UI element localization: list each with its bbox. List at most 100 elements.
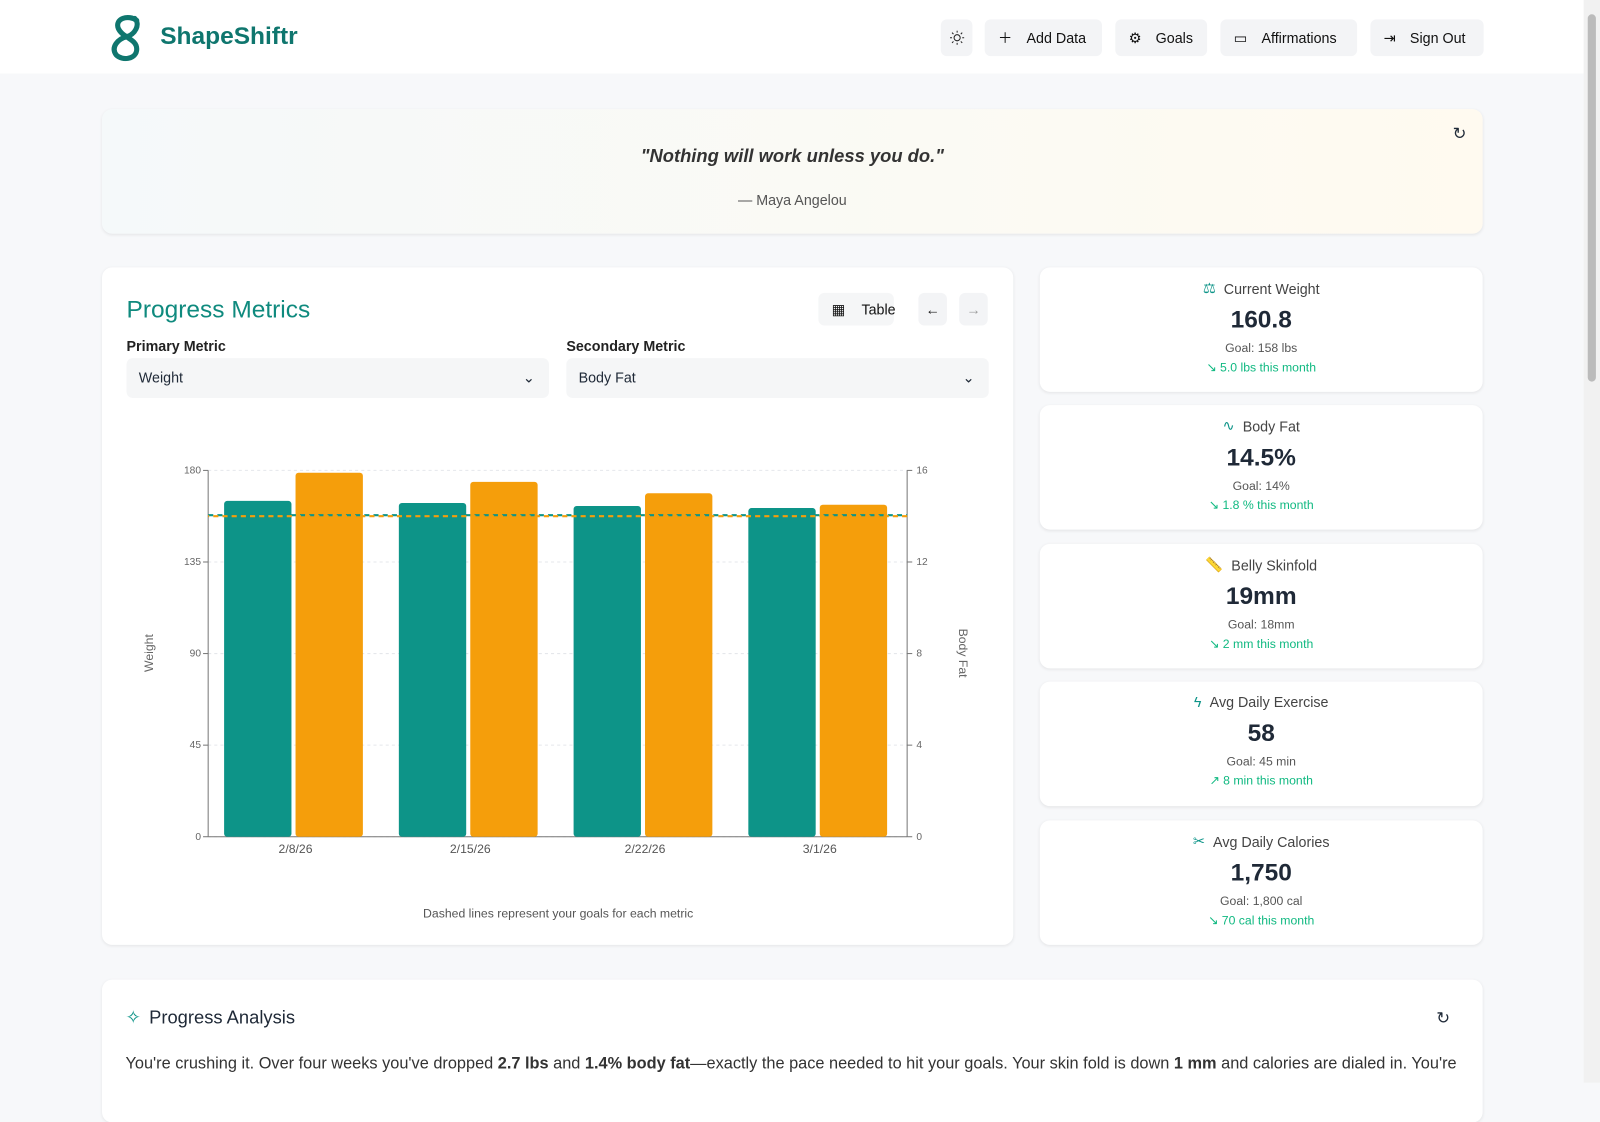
stat-goal: Goal: 1,800 cal (1220, 893, 1303, 909)
app: ShapeShiftr ＋ Add Data ⚙ Goals ▭ Affirmatio… (0, 0, 1600, 1083)
stat-card: 📏 Belly Skinfold 19mm Goal: 18mm ↘ 2 mm this… (1039, 543, 1483, 669)
trend-icon: ↘ (1208, 913, 1222, 928)
button-label: Goals (1155, 29, 1193, 46)
next-button[interactable]: → (959, 292, 988, 326)
prev-button[interactable]: ← (918, 292, 947, 326)
analysis-text: You're crushing it. Over four weeks you'… (126, 1055, 1463, 1073)
stat-icon: ∿ (1222, 417, 1235, 434)
stat-goal: Goal: 45 min (1226, 754, 1296, 769)
bar (573, 506, 641, 837)
add-data-button[interactable]: ＋ Add Data (984, 19, 1103, 57)
trend-icon: ↘ (1206, 360, 1221, 375)
select-value: Weight (138, 369, 183, 386)
stat-card: ϟ Avg Daily Exercise 58 Goal: 45 min ↗ 8 min… (1039, 681, 1483, 807)
change-text: 8 min this month (1223, 773, 1313, 788)
stat-label: Avg Daily Calories (1213, 833, 1330, 850)
button-label: Add Data (1026, 29, 1087, 46)
analysis-segment: 1.4% body fat (584, 1055, 691, 1073)
stat-value: 14.5% (1226, 443, 1296, 472)
theme-button[interactable] (940, 19, 973, 57)
bar (645, 493, 713, 837)
sign-out-button[interactable]: ⇥ Sign Out (1370, 19, 1484, 57)
select-value: Body Fat (578, 369, 636, 386)
stat-change: ↘ 2 mm this month (1040, 637, 1483, 651)
stat-title: ∿ Body Fat (1040, 417, 1483, 434)
analysis-segment: 1 mm (1173, 1055, 1217, 1073)
bar (398, 502, 467, 837)
button-label: Sign Out (1409, 29, 1466, 46)
change-text: 2 mm this month (1222, 636, 1314, 652)
stat-goal: Goal: 18mm (1227, 617, 1295, 632)
stat-value: 160.8 (1230, 306, 1292, 334)
stat-value: 58 (1247, 719, 1275, 747)
stat-goal: Goal: 158 lbs (1225, 340, 1298, 356)
y2-tick-label: 8 (916, 649, 922, 660)
x-tick-label: 3/1/26 (803, 842, 837, 856)
quote-text: "Nothing will work unless you do." (640, 145, 944, 167)
brand: ShapeShiftr (160, 22, 298, 50)
y-tick-label: 45 (190, 740, 202, 751)
chart: 0 45 90 135 180 0 4 8 12 16 Weight Body Fat 2/8/26 2/… (142, 465, 970, 856)
trend-icon: ↗ (1209, 773, 1224, 788)
stat-title: ⚖ Current Weight (1040, 280, 1483, 297)
bar (470, 481, 538, 837)
refresh-analysis[interactable]: ↻ (1436, 1010, 1450, 1028)
stat-title: ✂ Avg Daily Calories (1040, 833, 1483, 850)
stat-card: ⚖ Current Weight 160.8 Goal: 158 lbs ↘ 5.0 l… (1039, 267, 1483, 392)
affirmations-button[interactable]: ▭ Affirmations (1220, 19, 1358, 57)
x-tick-label: 2/15/26 (450, 842, 491, 856)
y-tick-label: 135 (184, 557, 201, 568)
stat-card: ∿ Body Fat 14.5% Goal: 14% ↘ 1.8 % this mont… (1039, 405, 1483, 530)
header: ShapeShiftr ＋ Add Data ⚙ Goals ▭ Affirmatio… (0, 0, 1584, 74)
stat-change: ↗ 8 min this month (1040, 773, 1483, 787)
stat-goal: Goal: 14% (1232, 478, 1290, 493)
y2-tick-label: 4 (916, 740, 922, 751)
refresh-quote[interactable]: ↻ (1452, 125, 1467, 143)
logo (111, 15, 140, 62)
change-text: 1.8 % this month (1222, 497, 1314, 513)
x-tick-label: 2/8/26 (279, 842, 313, 856)
stat-value: 1,750 (1230, 859, 1292, 887)
stat-label: Belly Skinfold (1231, 556, 1318, 573)
y-tick-label: 90 (190, 649, 202, 660)
chart-note: Dashed lines represent your goals for ea… (423, 906, 694, 921)
button-label: Table (861, 301, 896, 318)
analysis-card: ✧ Progress Analysis ↻ You're crushing it.… (102, 979, 1483, 1122)
scrollbar[interactable] (1583, 0, 1600, 1083)
primary-select[interactable]: Weight ⌄ (126, 358, 549, 398)
secondary-label: Secondary Metric (566, 337, 686, 355)
y2-axis-title: Body Fat (956, 629, 970, 679)
primary-label: Primary Metric (126, 337, 226, 355)
button-label: Affirmations (1261, 29, 1337, 46)
stat-label: Body Fat (1242, 417, 1300, 435)
analysis-segment: 2.7 lbs (497, 1055, 549, 1073)
stat-label: Avg Daily Exercise (1209, 693, 1329, 711)
change-text: 70 cal this month (1221, 913, 1315, 928)
x-tick-label: 2/22/26 (625, 842, 666, 856)
y-tick-label: 0 (195, 832, 201, 843)
y2-tick-label: 16 (916, 465, 928, 476)
y2-tick-label: 0 (916, 832, 922, 843)
stat-icon: 📏 (1205, 556, 1224, 573)
bar (748, 508, 816, 837)
y-axis-title: Weight (142, 634, 156, 672)
metrics-title: Progress Metrics (126, 295, 311, 324)
analysis-segment: You're crushing it. Over four weeks you'… (125, 1055, 498, 1073)
stat-icon: ϟ (1193, 693, 1202, 711)
stat-icon: ⚖ (1202, 279, 1216, 296)
trend-icon: ↘ (1209, 636, 1223, 652)
stat-value: 19mm (1225, 582, 1297, 611)
table-button[interactable]: ▦ Table (818, 292, 896, 326)
stat-icon: ✂ (1192, 832, 1205, 849)
bar (819, 504, 888, 837)
y2-tick-label: 12 (916, 557, 928, 568)
quote-card: "Nothing will work unless you do." — May… (102, 109, 1483, 234)
analysis-segment: —exactly the pace needed to hit your goa… (690, 1055, 1174, 1073)
secondary-select[interactable]: Body Fat ⌄ (566, 358, 989, 398)
y-tick-label: 180 (184, 465, 201, 476)
analysis-segment: and (548, 1055, 585, 1073)
stat-title: 📏 Belly Skinfold (1040, 556, 1483, 573)
stat-change: ↘ 70 cal this month (1040, 913, 1483, 927)
goals-button[interactable]: ⚙ Goals (1115, 19, 1208, 57)
change-text: 5.0 lbs this month (1220, 360, 1317, 375)
